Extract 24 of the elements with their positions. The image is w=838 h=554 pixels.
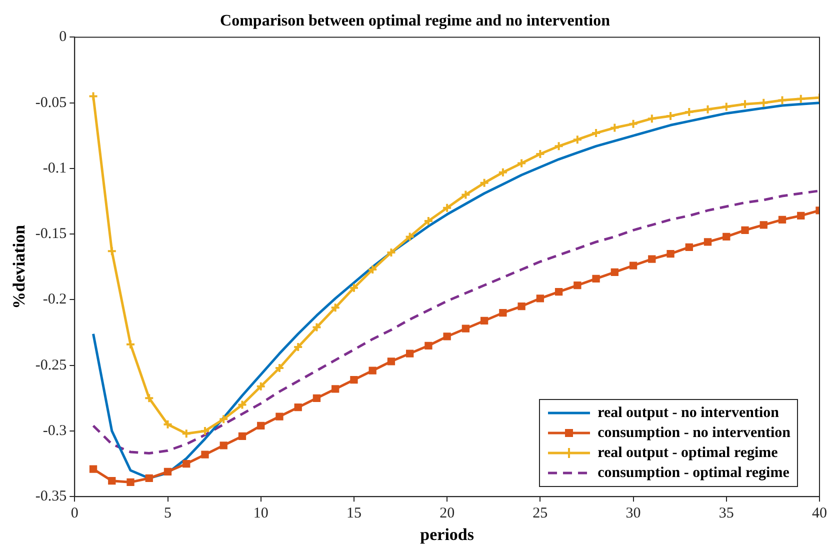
legend-label: real output - optimal regime xyxy=(598,444,778,463)
x-tick-label: 20 xyxy=(440,506,455,522)
y-tick-label: -0.05 xyxy=(35,94,67,111)
y-tick-label: -0.35 xyxy=(35,488,67,505)
x-tick-label: 5 xyxy=(164,506,172,522)
x-tick-label: 25 xyxy=(532,506,548,522)
x-tick-label: 30 xyxy=(626,506,641,522)
y-axis-title: %deviation xyxy=(10,224,29,309)
y-tick-label: -0.1 xyxy=(42,160,67,176)
y-tick-label: -0.15 xyxy=(35,226,67,242)
y-tick-label: -0.2 xyxy=(42,292,67,308)
chart-title: Comparison between optimal regime and no intervention xyxy=(220,12,610,30)
legend-label: real output - no intervention xyxy=(598,404,779,423)
x-tick-label: 15 xyxy=(346,506,362,522)
x-tick-label: 40 xyxy=(812,506,827,522)
x-tick-label: 10 xyxy=(253,506,268,522)
y-tick-label: 0 xyxy=(59,29,67,46)
x-axis-title: periods xyxy=(420,525,474,544)
x-tick-label: 35 xyxy=(718,506,734,522)
legend-label: consumption - no intervention xyxy=(598,424,790,443)
y-tick-label: -0.3 xyxy=(42,422,67,439)
y-tick-label: -0.25 xyxy=(35,357,67,374)
legend-label: consumption - optimal regime xyxy=(598,464,790,483)
x-tick-label: 0 xyxy=(70,506,78,522)
